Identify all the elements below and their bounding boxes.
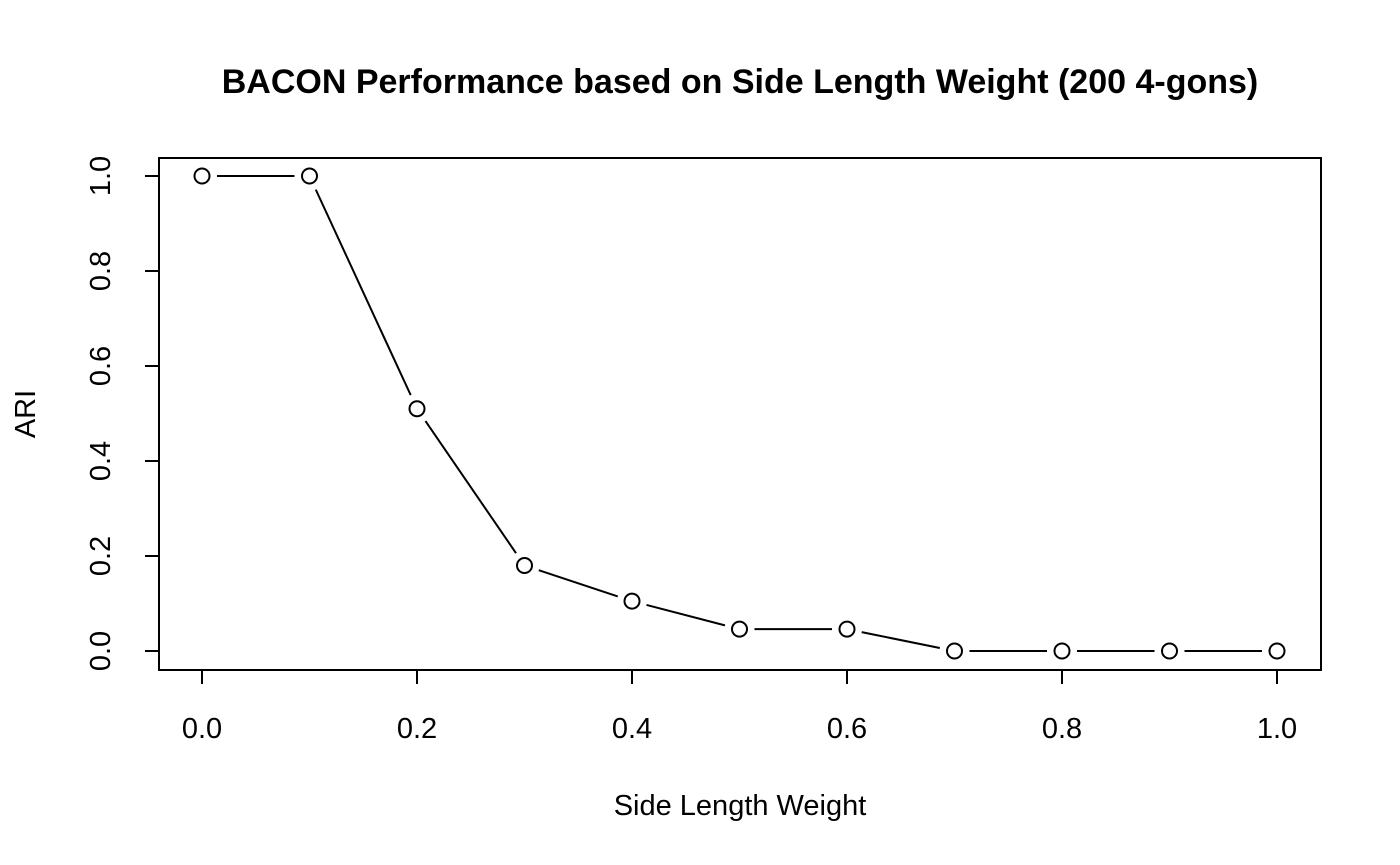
y-tick-label: 0.8 xyxy=(85,251,117,291)
data-point xyxy=(1161,642,1178,660)
data-point xyxy=(731,620,748,638)
data-point xyxy=(301,167,318,185)
series-segment xyxy=(861,631,940,649)
y-axis: 0.0 0.2 0.4 0.6 0.8 1.0 xyxy=(85,156,160,671)
x-axis-title: Side Length Weight xyxy=(614,790,867,822)
data-point xyxy=(516,557,533,574)
x-tick-label: 1.0 xyxy=(1257,713,1297,745)
plot-frame xyxy=(158,157,1322,671)
chart-title: BACON Performance based on Side Length W… xyxy=(222,63,1259,101)
y-axis-title: ARI xyxy=(10,390,42,438)
x-axis: 0.0 0.2 0.4 0.6 0.8 1.0 xyxy=(182,669,1297,745)
data-point xyxy=(838,620,856,638)
data-point xyxy=(408,400,426,418)
series-segment xyxy=(646,603,726,627)
y-tick-label: 0.2 xyxy=(85,536,117,576)
x-tick-label: 0.8 xyxy=(1042,713,1082,745)
data-point xyxy=(623,592,641,610)
x-tick-label: 0.0 xyxy=(182,713,222,745)
x-tick-label: 0.6 xyxy=(827,713,867,745)
series-segment xyxy=(538,569,619,598)
data-point xyxy=(1268,642,1286,660)
y-tick-label: 1.0 xyxy=(85,156,117,196)
y-tick-label: 0.4 xyxy=(85,441,117,481)
data-point xyxy=(193,167,211,185)
y-tick-label: 0.6 xyxy=(85,346,117,386)
series-line xyxy=(217,175,1262,652)
y-tick-label: 0.0 xyxy=(85,631,117,671)
x-tick-label: 0.4 xyxy=(612,713,652,745)
series-segment xyxy=(314,189,412,396)
x-tick-label: 0.2 xyxy=(397,713,437,745)
series-points xyxy=(193,167,1286,660)
data-point xyxy=(1053,642,1071,660)
data-point xyxy=(946,642,963,660)
series-segment xyxy=(424,420,517,554)
